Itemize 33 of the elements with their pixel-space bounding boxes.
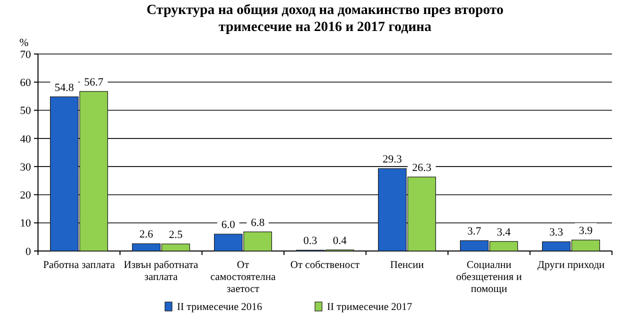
x-tick-label: Пенсии bbox=[390, 260, 424, 271]
y-tick-label: 10 bbox=[20, 218, 32, 230]
data-label: 54.8 bbox=[54, 82, 74, 94]
data-label: 2.5 bbox=[168, 228, 184, 241]
data-label: 3.3 bbox=[549, 226, 564, 239]
y-tick-label: 50 bbox=[20, 105, 32, 118]
y-tick-label: 60 bbox=[20, 76, 32, 89]
x-tick-label: Работна заплата bbox=[43, 260, 116, 271]
x-tick-label: От самостоятелна заетост bbox=[210, 260, 276, 295]
data-label: 3.4 bbox=[496, 226, 512, 238]
data-label: 56.7 bbox=[84, 76, 104, 88]
y-tick-label: 30 bbox=[20, 161, 32, 174]
data-label: 26.3 bbox=[412, 162, 432, 174]
x-tick-label: От собственост bbox=[290, 260, 360, 271]
data-label: 3.9 bbox=[578, 225, 594, 238]
data-label: 0.4 bbox=[332, 234, 348, 247]
data-label: 6.0 bbox=[221, 219, 236, 232]
y-tick-label: 40 bbox=[20, 133, 32, 146]
data-label: 3.7 bbox=[467, 226, 482, 238]
y-tick-label: 70 bbox=[20, 48, 32, 61]
y-tick-label: 0 bbox=[26, 246, 32, 258]
data-label: 0.3 bbox=[303, 235, 318, 248]
legend-label: II тримесечие 2017 bbox=[327, 302, 412, 313]
data-label: 6.8 bbox=[250, 216, 266, 229]
data-label: 2.6 bbox=[139, 228, 154, 241]
data-label: 29.3 bbox=[382, 154, 402, 166]
x-tick-label: Социални обезщетения и помощи bbox=[456, 260, 522, 295]
x-tick-label: Други приходи bbox=[537, 260, 606, 271]
chart-title: Структура на общия доход на домакинство през второто тримесечие на 2016 и 2017 година bbox=[146, 3, 504, 35]
legend-label: II тримесечие 2016 bbox=[177, 302, 262, 313]
y-axis-title: % bbox=[19, 37, 29, 49]
y-tick-label: 20 bbox=[20, 190, 32, 202]
x-tick-label: Извън работната заплата bbox=[124, 260, 199, 283]
